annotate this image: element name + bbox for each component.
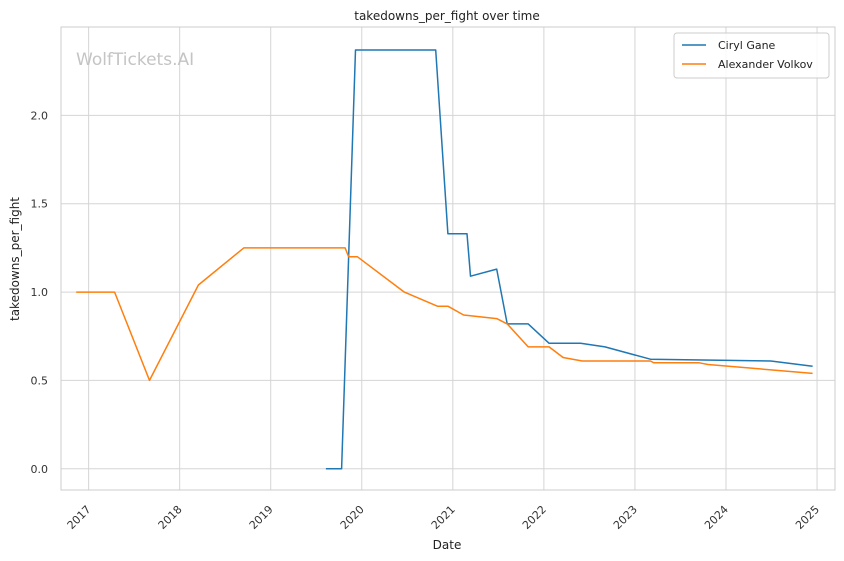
y-axis-label: takedowns_per_fight [8, 197, 22, 321]
series-line-ciryl-gane [325, 49, 813, 470]
y-tick-labels: 0.0 0.5 1.0 1.5 2.0 [31, 109, 49, 475]
y-tick-label: 0.5 [31, 374, 49, 387]
legend-label-ciryl-gane: Ciryl Gane [718, 39, 776, 52]
grid-lines [61, 27, 835, 490]
chart-title: takedowns_per_fight over time [354, 9, 540, 23]
legend: Ciryl Gane Alexander Volkov [673, 32, 830, 79]
y-tick-label: 1.0 [31, 286, 49, 299]
legend-label-alexander-volkov: Alexander Volkov [718, 58, 813, 71]
series-lines [76, 49, 813, 470]
y-tick-label: 0.0 [31, 463, 49, 476]
legend-box [673, 32, 830, 79]
series-line-alexander-volkov [76, 247, 813, 382]
y-tick-label: 2.0 [31, 109, 49, 122]
y-tick-label: 1.5 [31, 198, 49, 211]
plot-area-frame [60, 26, 836, 491]
x-axis-label: Date [433, 538, 462, 552]
watermark-text: WolfTickets.AI [76, 50, 194, 70]
